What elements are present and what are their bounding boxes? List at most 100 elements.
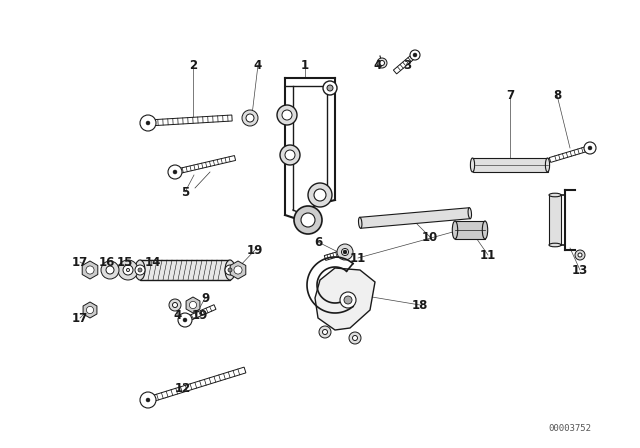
Circle shape — [308, 183, 332, 207]
Circle shape — [314, 189, 326, 201]
Text: 14: 14 — [145, 255, 161, 268]
Circle shape — [86, 266, 94, 274]
Circle shape — [140, 392, 156, 408]
Text: 19: 19 — [192, 309, 208, 322]
Circle shape — [342, 249, 349, 255]
Circle shape — [88, 309, 92, 311]
Text: 5: 5 — [181, 185, 189, 198]
Polygon shape — [324, 250, 346, 260]
Circle shape — [169, 299, 181, 311]
Circle shape — [173, 170, 177, 174]
Circle shape — [377, 58, 387, 68]
Circle shape — [301, 213, 315, 227]
Text: 13: 13 — [572, 263, 588, 276]
Polygon shape — [230, 261, 246, 279]
Text: 2: 2 — [189, 59, 197, 72]
Circle shape — [349, 332, 361, 344]
Text: 10: 10 — [422, 231, 438, 244]
Text: 7: 7 — [506, 89, 514, 102]
Circle shape — [578, 253, 582, 257]
Polygon shape — [147, 367, 246, 403]
Text: 6: 6 — [314, 236, 322, 249]
Text: 3: 3 — [403, 59, 411, 72]
Circle shape — [86, 306, 94, 314]
Circle shape — [343, 250, 347, 254]
Circle shape — [353, 336, 358, 340]
Circle shape — [280, 145, 300, 165]
Polygon shape — [315, 268, 375, 330]
Circle shape — [277, 105, 297, 125]
Text: 8: 8 — [553, 89, 561, 102]
Circle shape — [588, 146, 592, 150]
Circle shape — [189, 302, 196, 309]
Circle shape — [234, 266, 242, 274]
Circle shape — [118, 260, 138, 280]
Ellipse shape — [549, 193, 561, 197]
Ellipse shape — [470, 158, 475, 172]
Text: 9: 9 — [201, 292, 209, 305]
Circle shape — [124, 266, 132, 274]
Ellipse shape — [225, 260, 235, 280]
Circle shape — [413, 53, 417, 57]
Circle shape — [233, 265, 243, 275]
Polygon shape — [549, 195, 561, 245]
Circle shape — [123, 265, 133, 275]
Circle shape — [106, 266, 114, 274]
Circle shape — [236, 268, 240, 272]
Text: 11: 11 — [480, 249, 496, 262]
Text: 17: 17 — [72, 311, 88, 324]
Circle shape — [323, 81, 337, 95]
Polygon shape — [140, 260, 230, 280]
Circle shape — [575, 250, 585, 260]
Circle shape — [146, 121, 150, 125]
Text: 17: 17 — [72, 255, 88, 268]
Circle shape — [319, 326, 331, 338]
Ellipse shape — [452, 221, 458, 239]
Text: 19: 19 — [247, 244, 263, 257]
Circle shape — [410, 50, 420, 60]
Circle shape — [323, 329, 328, 335]
Circle shape — [168, 165, 182, 179]
Ellipse shape — [358, 217, 362, 228]
Circle shape — [225, 265, 235, 275]
Circle shape — [294, 206, 322, 234]
Circle shape — [344, 296, 352, 304]
Circle shape — [337, 244, 353, 260]
Text: 11: 11 — [350, 251, 366, 264]
Circle shape — [135, 265, 145, 275]
Circle shape — [138, 268, 142, 272]
Circle shape — [228, 268, 232, 272]
Polygon shape — [186, 297, 200, 313]
Circle shape — [189, 301, 197, 309]
Circle shape — [173, 302, 177, 307]
Ellipse shape — [549, 243, 561, 247]
Circle shape — [340, 292, 356, 308]
Polygon shape — [184, 305, 216, 322]
Ellipse shape — [468, 208, 472, 219]
Ellipse shape — [135, 260, 145, 280]
Text: 4: 4 — [254, 59, 262, 72]
Circle shape — [246, 114, 254, 122]
Circle shape — [191, 303, 195, 307]
Text: 1: 1 — [301, 59, 309, 72]
Text: 4: 4 — [174, 309, 182, 322]
Polygon shape — [394, 53, 417, 74]
Circle shape — [86, 306, 93, 314]
Text: 16: 16 — [99, 255, 115, 268]
Circle shape — [140, 115, 156, 131]
Ellipse shape — [545, 158, 550, 172]
Polygon shape — [82, 261, 98, 279]
Text: 18: 18 — [412, 298, 428, 311]
Circle shape — [380, 60, 385, 65]
Polygon shape — [175, 155, 236, 174]
Text: 4: 4 — [374, 59, 382, 72]
Text: 00003752: 00003752 — [548, 423, 591, 432]
Circle shape — [183, 318, 187, 322]
Circle shape — [285, 150, 295, 160]
Polygon shape — [472, 158, 547, 172]
Circle shape — [327, 85, 333, 91]
Circle shape — [242, 110, 258, 126]
Circle shape — [178, 313, 192, 327]
Circle shape — [146, 398, 150, 402]
Polygon shape — [455, 221, 485, 239]
